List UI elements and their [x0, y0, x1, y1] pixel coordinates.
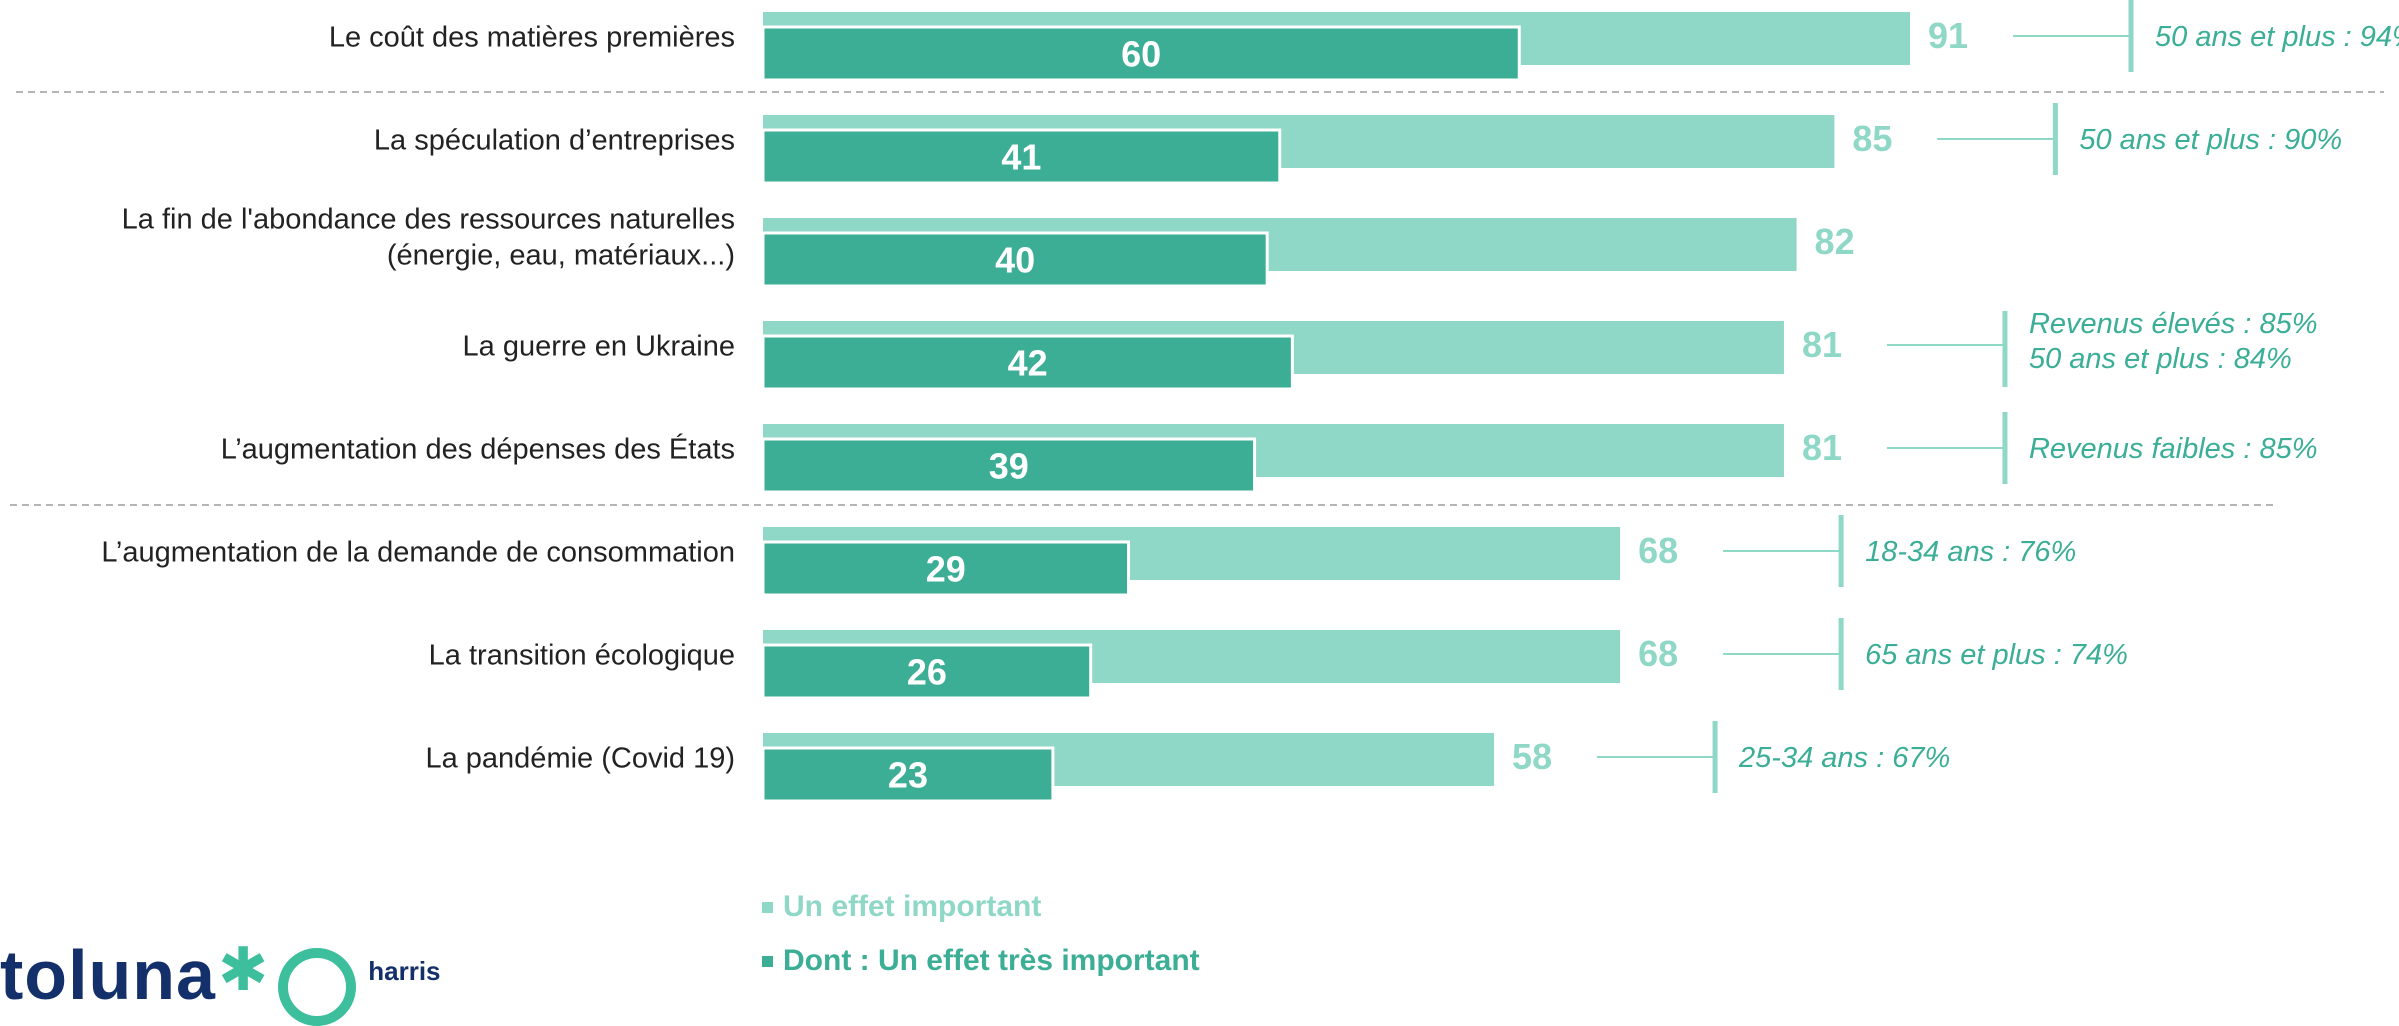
data-label-tres-important: 23	[888, 755, 928, 796]
legend-item-tres-important: Dont : Un effet très important	[762, 944, 1200, 978]
data-label-tres-important: 60	[1121, 34, 1161, 75]
data-label-tres-important: 39	[989, 446, 1029, 487]
chart: Le coût des matières premières 60 91 50 ans…	[10, 0, 2399, 803]
category-label: La transition écologique	[429, 640, 735, 672]
category-label: Le coût des matières premières	[329, 22, 735, 54]
annotation-note: 18-34 ans : 76%	[1865, 536, 2076, 568]
bar-tres-important	[761, 231, 1269, 288]
logo-sub: harris	[368, 956, 441, 986]
asterisk-icon: ✱	[217, 936, 269, 1003]
data-label-important: 81	[1802, 324, 1842, 365]
category-label: La guerre en Ukraine	[463, 331, 735, 363]
annotation-note: 50 ans et plus : 84%	[2029, 343, 2292, 375]
annotation-note: 50 ans et plus : 94%	[2155, 21, 2399, 53]
category-label: La spéculation d’entreprises	[374, 125, 735, 157]
bar-tres-important	[761, 25, 1521, 82]
bar-tres-important	[761, 540, 1131, 597]
toluna-harris-logo: toluna ✱ harris	[0, 940, 441, 1026]
data-label-important: 68	[1638, 530, 1678, 571]
ring-icon	[278, 948, 357, 1026]
data-label-tres-important: 26	[907, 652, 947, 693]
data-label-tres-important: 29	[926, 549, 966, 590]
annotation-note: 65 ans et plus : 74%	[1865, 639, 2128, 671]
category-label: La pandémie (Covid 19)	[425, 743, 735, 775]
category-label: La fin de l'abondance des ressources nat…	[122, 204, 735, 236]
legend-label-tres-important: Dont : Un effet très important	[783, 944, 1200, 977]
category-label: L’augmentation des dépenses des États	[221, 433, 735, 466]
bar-tres-important	[761, 128, 1282, 185]
annotation-note: Revenus élevés : 85%	[2029, 308, 2318, 340]
data-label-important: 68	[1638, 633, 1678, 674]
legend-swatch-important	[762, 901, 773, 913]
bar-tres-important	[761, 334, 1294, 391]
data-label-tres-important: 42	[1008, 343, 1048, 384]
data-label-tres-important: 40	[995, 240, 1035, 281]
bar-tres-important	[761, 643, 1093, 700]
category-label: L’augmentation de la demande de consomma…	[101, 537, 735, 569]
category-label: (énergie, eau, matériaux...)	[387, 240, 735, 272]
data-label-important: 85	[1852, 118, 1892, 159]
annotation-note: 25-34 ans : 67%	[1738, 742, 1950, 774]
legend-item-important: Un effet important	[762, 890, 1041, 924]
logo-brand: toluna	[0, 936, 216, 1014]
data-label-important: 81	[1802, 427, 1842, 468]
bar-tres-important	[761, 746, 1055, 803]
bar-tres-important	[761, 437, 1257, 494]
data-label-important: 58	[1512, 736, 1552, 777]
data-label-important: 82	[1815, 221, 1855, 262]
legend-label-important: Un effet important	[783, 890, 1042, 923]
data-label-important: 91	[1928, 15, 1968, 56]
legend-swatch-tres-important	[762, 955, 773, 967]
annotation-note: Revenus faibles : 85%	[2029, 433, 2318, 465]
data-label-tres-important: 41	[1001, 137, 1041, 178]
annotation-note: 50 ans et plus : 90%	[2079, 124, 2342, 156]
